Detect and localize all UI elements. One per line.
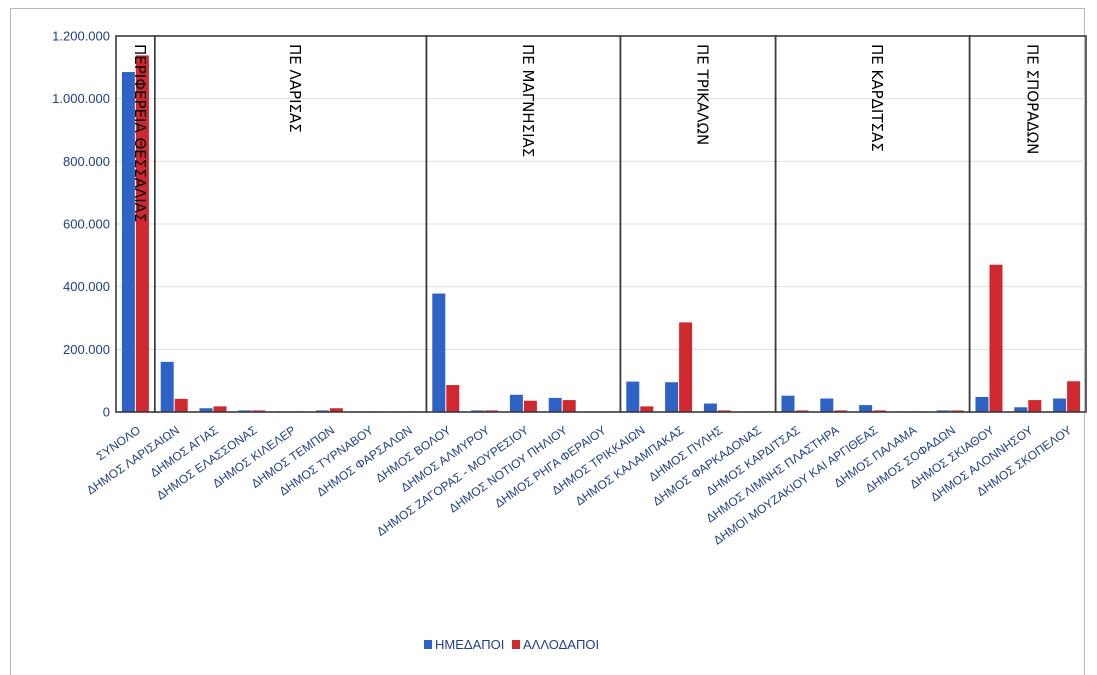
bar-series1 [665,382,679,412]
y-tick-label: 1.000.000 [52,91,110,106]
bar-series2 [213,406,227,412]
bar-series2 [679,322,693,412]
legend-label: ΗΜΕΔΑΠΟΙ [435,637,504,652]
y-tick-label: 600.000 [63,217,110,232]
group-box [968,35,1087,413]
legend: ΗΜΕΔΑΠΟΙ ΑΛΛΟΔΑΠΟΙ [424,637,599,652]
bar-series2 [329,408,343,412]
y-tick-label: 1.200.000 [52,29,110,44]
bar-series1 [859,405,873,412]
bar-series1 [975,396,989,412]
bar-series2 [523,400,537,412]
group-label: ΠΕΡΙΦΕΡΕΙΑ ΘΕΣΣΑΛΙΑΣ [131,44,149,222]
bar-series2 [446,385,460,412]
y-tick-label: 0 [103,405,110,420]
bar-series2 [1067,381,1081,412]
legend-swatch [424,640,432,649]
bar-series1 [781,395,795,412]
bar-series1 [1014,407,1028,412]
bar-series2 [1028,400,1042,412]
bar-series1 [703,403,717,412]
bar-series2 [989,264,1003,412]
bar-series2 [562,400,576,412]
group-labels: ΠΕΡΙΦΕΡΕΙΑ ΘΕΣΣΑΛΙΑΣ ΠΕ ΛΑΡΙΣΑΣ ΠΕ ΜΑΓΝΗΣΙ… [131,44,1041,222]
bar-series1 [509,394,523,412]
bar-series1 [820,398,834,412]
bar-series1 [432,293,446,412]
bar-series2 [640,406,654,412]
bar-series1 [626,381,640,412]
gridlines [116,35,1086,413]
group-label: ΠΕ ΜΑΓΝΗΣΙΑΣ [519,44,537,157]
bar-series1 [160,361,174,412]
chart-frame [10,8,1085,675]
group-label: ΠΕ ΤΡΙΚΑΛΩΝ [694,44,712,145]
bar-series1 [199,408,213,412]
bar-series1 [1053,398,1067,412]
group-label: ΠΕ ΛΑΡΙΣΑΣ [286,44,304,133]
y-tick-label: 800.000 [63,154,110,169]
legend-label: ΑΛΛΟΔΑΠΟΙ [523,637,599,652]
bar-series2 [135,55,149,412]
y-tick-label: 200.000 [63,342,110,357]
bar-series2 [174,398,188,412]
bars [121,55,1081,413]
group-label: ΠΕ ΚΑΡΔΙΤΣΑΣ [868,44,886,152]
legend-swatch [512,640,520,649]
group-label: ΠΕ ΣΠΟΡΑΔΩΝ [1023,44,1041,154]
bar-series1 [121,72,135,413]
group-dividers [115,35,1087,413]
y-axis-ticks: 0 200.000 400.000 600.000 800.000 1.000.000 1.… [52,29,110,420]
bar-series1 [548,397,562,412]
y-tick-label: 400.000 [63,279,110,294]
